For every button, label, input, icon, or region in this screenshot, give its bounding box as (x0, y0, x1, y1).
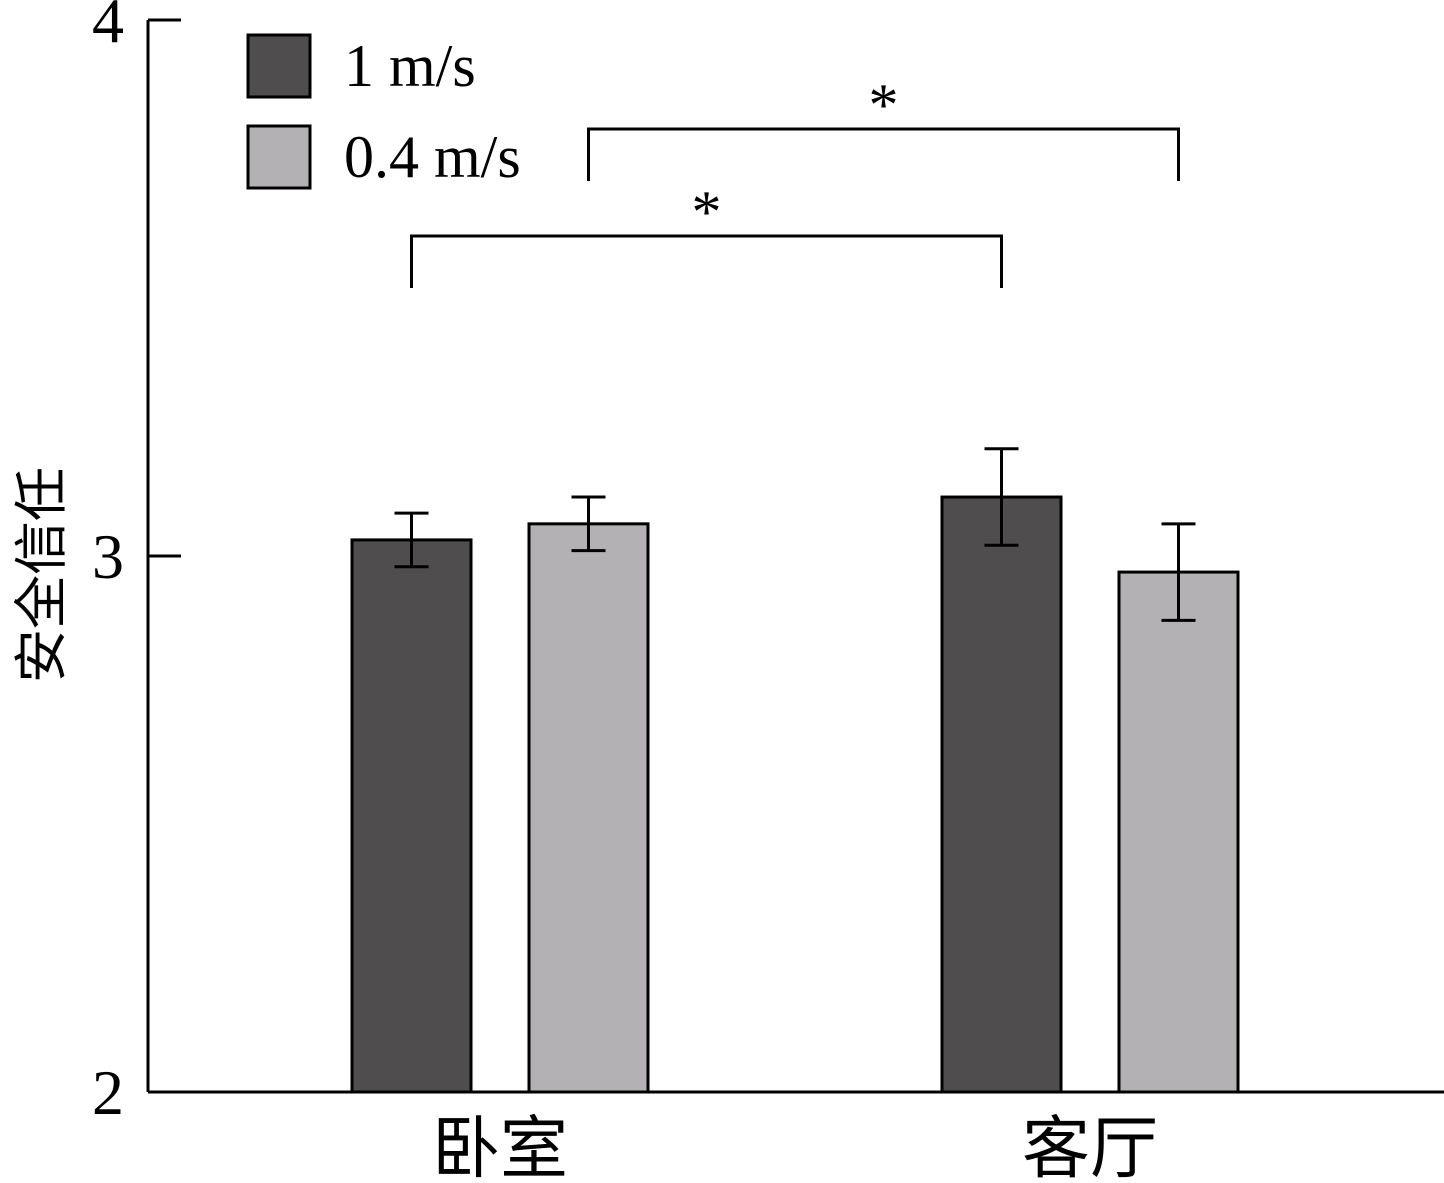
significance-bracket (410, 234, 1003, 288)
legend-label: 0.4 m/s (344, 124, 521, 190)
bar (940, 495, 1063, 1094)
error-bars (394, 447, 1196, 622)
x-tick-label: 卧室 (432, 1111, 568, 1178)
significance-bracket (587, 127, 1180, 181)
significance-brackets: ** (410, 72, 1180, 288)
legend-label: 1 m/s (344, 33, 476, 99)
y-tick-label: 4 (92, 0, 124, 56)
bar (527, 522, 650, 1094)
x-tick-label: 客厅 (1022, 1111, 1158, 1178)
y-tick-label: 3 (92, 521, 124, 592)
bars (350, 495, 1240, 1094)
bar (1117, 570, 1240, 1094)
legend-swatch (246, 33, 312, 99)
significance-label: * (869, 72, 899, 138)
legend-swatch (246, 124, 312, 190)
y-axis-label: 安全信任 (12, 467, 72, 683)
legend: 1 m/s 0.4 m/s (246, 33, 521, 190)
y-tick-label: 2 (92, 1057, 124, 1128)
bar (350, 538, 473, 1094)
significance-label: * (692, 179, 722, 245)
